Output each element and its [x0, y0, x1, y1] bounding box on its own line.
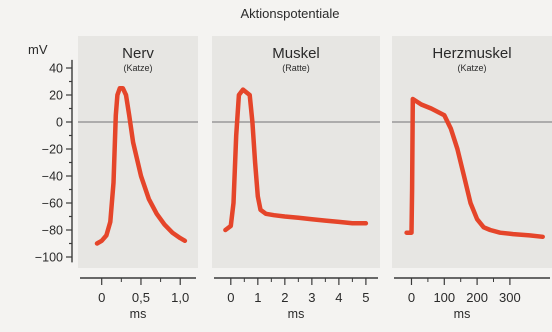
x-tick-label: 0 [98, 290, 105, 305]
panel-title: Nerv [122, 45, 154, 62]
panel-2: 0 1 2 3 4 5 ms Muskel(Ratte) [212, 36, 380, 321]
panel-subtitle: (Katze) [123, 63, 152, 73]
panel-background [78, 36, 198, 268]
panel-title: Herzmuskel [432, 45, 511, 62]
y-tick-label: 40 [49, 62, 63, 76]
x-tick-label: 2 [281, 290, 288, 305]
x-axis-label: ms [288, 307, 305, 321]
y-tick-label: −80 [42, 224, 63, 238]
x-tick-label: 0 [408, 290, 415, 305]
x-tick-label: 1 [254, 290, 261, 305]
x-tick-label: 200 [466, 290, 488, 305]
x-tick-label: 5 [362, 290, 369, 305]
panel-background [392, 36, 552, 268]
x-axis-label: ms [130, 307, 147, 321]
y-tick-label: −100 [35, 251, 63, 265]
panel-title: Muskel [272, 45, 320, 62]
action-potential-curve [94, 86, 188, 246]
y-tick-label: −20 [42, 143, 63, 157]
x-tick-label: 3 [308, 290, 315, 305]
panel-3: 0 100 200 300 ms Herzmuskel(Katze) [392, 36, 552, 321]
y-tick-label: −60 [42, 197, 63, 211]
panel-background [212, 36, 380, 268]
panel-subtitle: (Katze) [457, 63, 486, 73]
figure-title: Aktionspotentiale [240, 6, 339, 21]
y-tick-label: 20 [49, 89, 63, 103]
panel-subtitle: (Ratte) [282, 63, 310, 73]
y-tick-label: 0 [56, 116, 63, 130]
x-tick-label: 300 [499, 290, 521, 305]
x-tick-label: 0 [227, 290, 234, 305]
x-axis-label: ms [454, 307, 471, 321]
y-unit-label: mV [28, 42, 48, 57]
y-tick-label: −40 [42, 170, 63, 184]
x-tick-label: 4 [335, 290, 342, 305]
x-tick-label: 0,5 [132, 290, 150, 305]
panel-1: 40 20 0 −20 −40 −60 −80 −100 0 0,5 1,0 ms Nerv(Katze… [35, 36, 198, 321]
action-potential-curve [223, 87, 369, 233]
action-potential-curve [404, 96, 545, 240]
x-tick-label: 1,0 [171, 290, 189, 305]
x-tick-label: 100 [433, 290, 455, 305]
